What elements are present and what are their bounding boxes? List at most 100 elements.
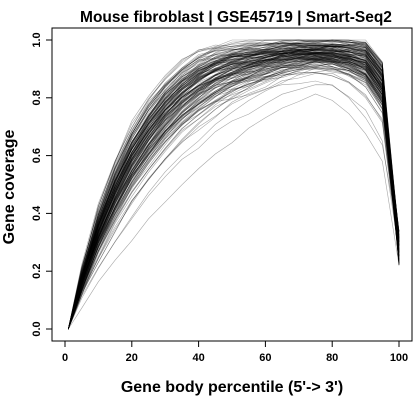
coverage-line <box>68 69 400 330</box>
coverage-line <box>68 44 400 330</box>
coverage-line <box>68 53 400 330</box>
coverage-line <box>68 71 400 330</box>
coverage-line <box>68 54 400 330</box>
coverage-line <box>68 53 400 330</box>
coverage-line <box>68 48 400 330</box>
coverage-line <box>68 57 400 330</box>
coverage-line <box>68 55 400 330</box>
coverage-line <box>68 54 400 330</box>
coverage-line <box>68 44 400 330</box>
coverage-line <box>68 61 400 330</box>
coverage-line <box>68 53 400 330</box>
coverage-line <box>68 58 400 330</box>
coverage-line <box>68 57 400 330</box>
coverage-line <box>68 47 400 330</box>
coverage-line <box>68 39 400 330</box>
coverage-line <box>68 58 400 330</box>
coverage-line <box>68 57 400 330</box>
y-tick-label: 0.2 <box>31 264 43 279</box>
coverage-line <box>68 52 400 330</box>
coverage-line <box>68 45 400 330</box>
coverage-line <box>68 47 400 330</box>
coverage-line <box>68 58 400 330</box>
coverage-line <box>68 60 400 330</box>
coverage-line <box>68 52 400 330</box>
coverage-line <box>68 42 400 330</box>
coverage-line <box>68 58 400 330</box>
coverage-line <box>68 51 400 330</box>
coverage-line <box>68 56 400 330</box>
coverage-line <box>68 45 400 330</box>
coverage-line <box>68 48 400 330</box>
coverage-line <box>68 44 400 330</box>
coverage-line <box>68 57 400 330</box>
coverage-line <box>68 42 400 330</box>
y-tick-label: 0.0 <box>31 321 43 336</box>
coverage-line <box>68 67 400 330</box>
coverage-line <box>68 48 400 330</box>
coverage-line <box>68 50 400 330</box>
coverage-line <box>68 43 400 330</box>
coverage-line <box>68 43 400 330</box>
coverage-line <box>68 58 400 330</box>
coverage-line <box>68 52 400 330</box>
coverage-line <box>68 53 400 330</box>
coverage-line <box>68 57 400 330</box>
coverage-line <box>68 53 400 330</box>
coverage-line <box>68 60 400 330</box>
coverage-line <box>68 53 400 330</box>
coverage-line <box>68 39 400 330</box>
coverage-line <box>68 44 400 330</box>
coverage-line <box>68 44 400 330</box>
coverage-line <box>68 54 400 330</box>
coverage-line <box>68 44 400 330</box>
coverage-line <box>68 39 400 330</box>
x-axis-label: Gene body percentile (5'-> 3') <box>121 379 343 396</box>
coverage-line <box>68 47 400 330</box>
coverage-line <box>68 54 400 330</box>
coverage-line <box>68 61 400 330</box>
coverage-line <box>68 51 400 330</box>
coverage-line <box>68 55 400 330</box>
coverage-line <box>68 48 400 330</box>
y-axis: 0.0 0.2 0.4 0.6 0.8 1.0 <box>31 32 52 337</box>
coverage-line <box>68 39 400 330</box>
coverage-line <box>68 40 400 330</box>
coverage-line <box>68 44 400 330</box>
coverage-line <box>68 43 400 330</box>
coverage-line <box>68 63 400 330</box>
coverage-line <box>68 68 400 330</box>
coverage-line <box>68 93 400 330</box>
coverage-line <box>68 42 400 330</box>
y-tick-label: 0.8 <box>31 90 43 105</box>
coverage-line <box>68 51 400 330</box>
coverage-line <box>68 46 400 330</box>
coverage-line <box>68 42 400 330</box>
coverage-line <box>68 59 400 330</box>
coverage-line <box>68 45 400 330</box>
coverage-line <box>68 58 400 330</box>
coverage-line <box>68 40 400 330</box>
coverage-line <box>68 42 400 330</box>
x-tick-label: 40 <box>192 352 204 364</box>
coverage-line <box>68 50 400 330</box>
coverage-line <box>68 40 400 330</box>
coverage-line <box>68 53 400 330</box>
coverage-line <box>68 51 400 330</box>
coverage-line <box>68 80 400 330</box>
coverage-line <box>68 51 400 330</box>
coverage-line <box>68 67 400 330</box>
coverage-line <box>68 61 400 330</box>
coverage-line <box>68 61 400 330</box>
coverage-line <box>68 56 400 330</box>
coverage-line <box>68 72 400 330</box>
coverage-line <box>68 52 400 330</box>
coverage-line <box>68 49 400 330</box>
x-tick-label: 20 <box>126 352 138 364</box>
coverage-line <box>68 57 400 330</box>
coverage-line <box>68 48 400 330</box>
coverage-line <box>68 39 400 330</box>
coverage-line <box>68 53 400 330</box>
coverage-line <box>68 46 400 330</box>
